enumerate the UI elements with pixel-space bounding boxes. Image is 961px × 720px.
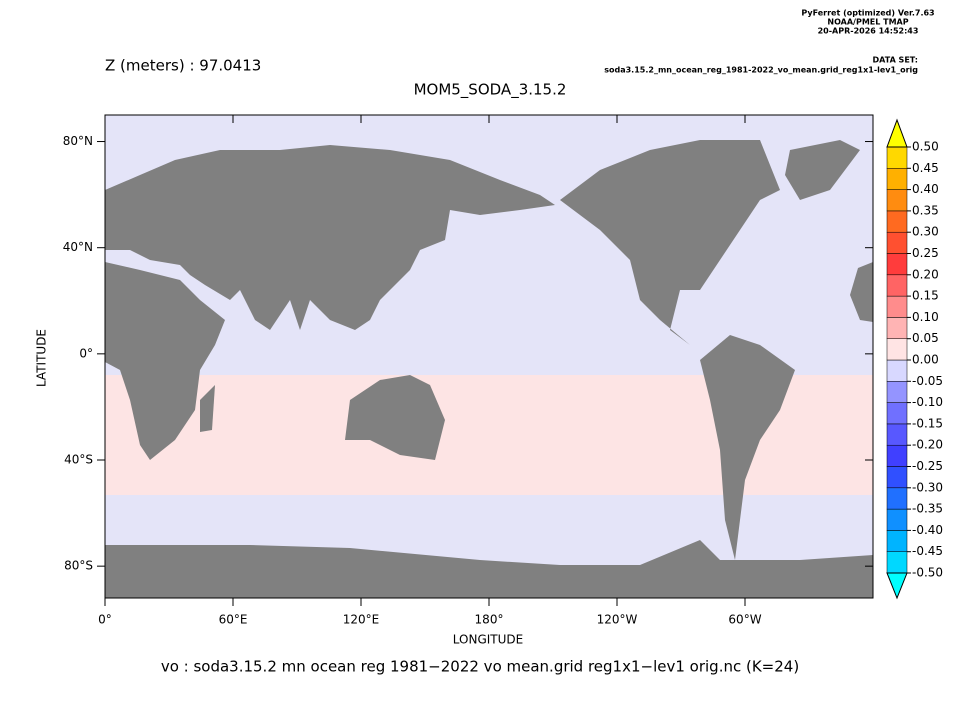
colorbar-bin: [886, 231, 908, 254]
colorbar-label: -0.05: [912, 374, 943, 388]
north-america: [560, 140, 780, 345]
x-tick-label: 0°: [98, 613, 112, 627]
y-tick-label: 80°N: [63, 134, 93, 148]
colorbar-bin: [886, 530, 908, 552]
caption: vo : soda3.15.2 mn ocean reg 1981−2022 v…: [161, 658, 799, 676]
colorbar-label: 0.50: [912, 140, 939, 154]
colorbar-bin: [886, 423, 908, 446]
eurasia: [105, 145, 555, 330]
colorbar-label: 0.10: [912, 310, 939, 324]
colorbar-label: -0.45: [912, 544, 943, 558]
y-tick-label: 0°: [79, 346, 93, 360]
colorbar-bin: [886, 444, 908, 467]
colorbar-label: -0.30: [912, 480, 943, 494]
colorbar-bin: [886, 466, 908, 489]
x-tick-label: 60°W: [728, 613, 761, 627]
colorbar-bin: [886, 402, 908, 425]
colorbar-label: 0.35: [912, 203, 939, 217]
y-tick-label: 80°S: [64, 559, 93, 573]
colorbar-label: -0.50: [912, 566, 943, 580]
y-tick-label: 40°N: [63, 240, 93, 254]
colorbar-label: 0.20: [912, 267, 939, 281]
map: [104, 114, 874, 599]
south-america: [700, 335, 795, 560]
subtitle: Z (meters) : 97.0413: [105, 57, 261, 75]
data-set: soda3.15.2_mn_ocean_reg_1981-2022_vo_mea…: [604, 66, 918, 75]
colorbar-label: -0.10: [912, 395, 943, 409]
colorbar-bin: [886, 274, 908, 297]
x-tick-label: 60°E: [219, 613, 248, 627]
west-africa: [850, 262, 873, 322]
colorbar-bin: [886, 508, 908, 531]
colorbar-label: -0.15: [912, 416, 943, 430]
data-set-label: DATA SET:: [873, 56, 918, 65]
x-tick-label: 120°W: [597, 613, 638, 627]
chart-title: MOM5_SODA_3.15.2: [414, 81, 567, 100]
colorbar-bin: [886, 253, 908, 276]
antarctica: [105, 540, 873, 598]
colorbar-bin: [886, 210, 908, 233]
australia: [345, 375, 445, 460]
header-line: PyFerret (optimized) Ver.7.63: [801, 9, 934, 18]
africa: [105, 262, 225, 460]
colorbar-label: 0.40: [912, 182, 939, 196]
colorbar-bin: [886, 487, 908, 510]
colorbar-bin: [886, 146, 908, 169]
x-axis-label: LONGITUDE: [453, 633, 523, 647]
colorbar-bin: [886, 338, 908, 361]
colorbar-label: -0.25: [912, 459, 943, 473]
colorbar-under: [886, 572, 908, 600]
greenland: [785, 140, 860, 200]
colorbar-bin: [886, 295, 908, 318]
colorbar-bin: [886, 168, 908, 190]
x-tick-label: 120°E: [343, 613, 380, 627]
header-line: NOAA/PMEL TMAP: [827, 18, 908, 27]
colorbar-bin: [886, 551, 908, 574]
colorbar-bin: [886, 359, 908, 382]
colorbar-label: 0.25: [912, 246, 939, 260]
madagascar: [200, 385, 215, 432]
y-tick-label: 40°S: [64, 453, 93, 467]
colorbar-over: [886, 118, 908, 148]
colorbar-bin: [886, 381, 908, 403]
colorbar-label: -0.20: [912, 438, 943, 452]
colorbar-label: 0.30: [912, 225, 939, 239]
colorbar-bin: [886, 317, 908, 339]
x-tick-label: 180°: [475, 613, 504, 627]
colorbar-label: -0.35: [912, 502, 943, 516]
colorbar-bin: [886, 189, 908, 212]
colorbar-label: 0.00: [912, 353, 939, 367]
colorbar-label: 0.15: [912, 289, 939, 303]
colorbar-label: 0.05: [912, 331, 939, 345]
colorbar-label: -0.40: [912, 523, 943, 537]
y-axis-label: LATITUDE: [35, 329, 49, 387]
header-line: 20-APR-2026 14:52:43: [818, 27, 919, 36]
colorbar-label: 0.45: [912, 161, 939, 175]
